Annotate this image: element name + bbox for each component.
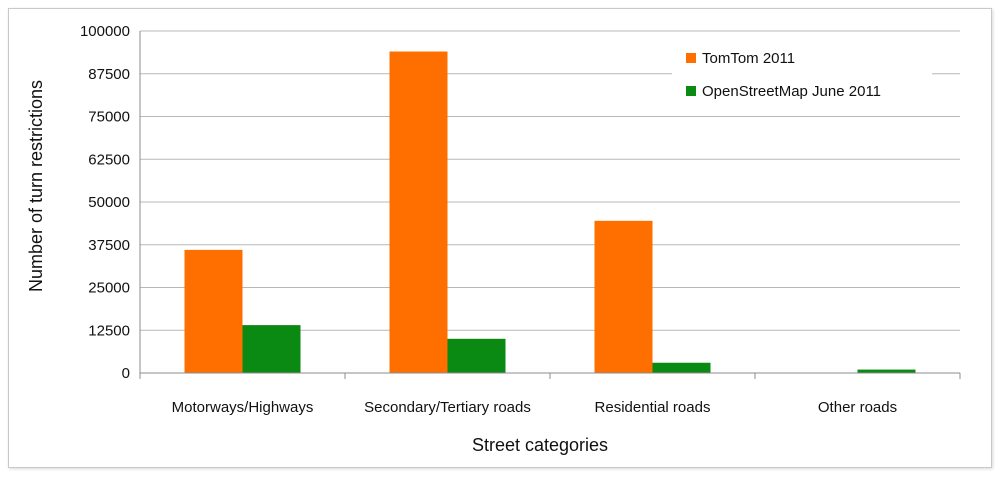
y-tick-label: 100000 — [80, 23, 130, 40]
x-tick-label: Other roads — [818, 399, 897, 416]
y-tick-label: 75000 — [88, 109, 130, 126]
bar-tomtom — [389, 51, 448, 374]
y-tick-label: 25000 — [88, 280, 130, 297]
y-axis-tick-labels: 0 12500 25000 37500 50000 62500 75000 87500 1000… — [80, 23, 130, 382]
legend-swatch-openstreetmap — [686, 86, 696, 96]
y-axis-title: Number of turn restrictions — [26, 80, 46, 292]
x-axis-tick-labels: Motorways/Highways Secondary/Tertiary roa… — [172, 399, 897, 416]
y-tick-label: 62500 — [88, 151, 130, 168]
y-tick-label: 0 — [122, 365, 130, 382]
bar-openstreetmap — [652, 362, 711, 373]
bar-tomtom — [184, 249, 243, 373]
legend: TomTom 2011 OpenStreetMap June 2011 — [672, 36, 932, 116]
legend-label-tomtom: TomTom 2011 — [702, 50, 795, 67]
x-axis-title: Street categories — [472, 435, 608, 455]
x-tick-label: Motorways/Highways — [172, 399, 314, 416]
bar-openstreetmap — [857, 369, 916, 373]
bars — [184, 51, 916, 374]
legend-swatch-tomtom — [686, 53, 696, 63]
y-tick-label: 37500 — [88, 237, 130, 254]
x-tick-label: Secondary/Tertiary roads — [364, 399, 531, 416]
bar-openstreetmap — [447, 338, 506, 373]
y-tick-label: 50000 — [88, 194, 130, 211]
bar-openstreetmap — [242, 325, 301, 373]
y-tick-label: 12500 — [88, 322, 130, 339]
legend-background — [672, 36, 932, 116]
axes — [139, 31, 961, 379]
bar-tomtom — [594, 220, 653, 373]
legend-label-openstreetmap: OpenStreetMap June 2011 — [702, 83, 881, 100]
y-tick-label: 87500 — [88, 66, 130, 83]
x-tick-label: Residential roads — [595, 399, 711, 416]
